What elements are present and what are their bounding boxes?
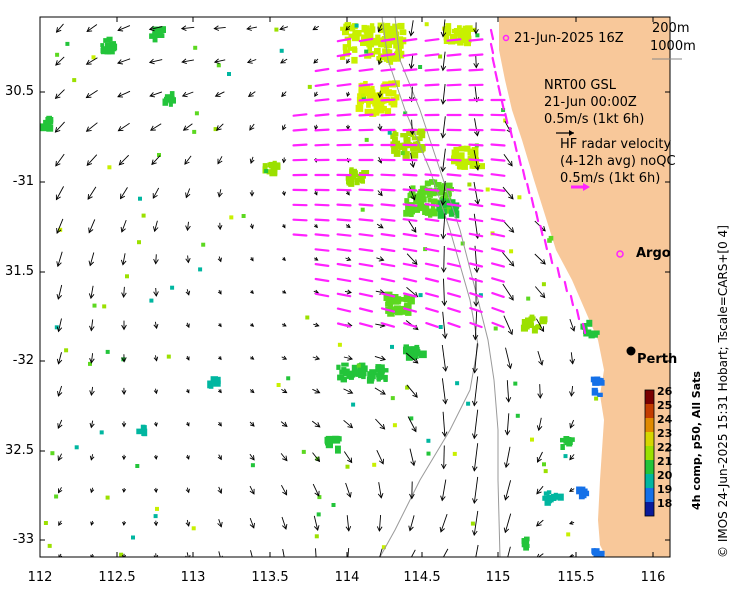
colorbar-tick: 22 [657, 441, 673, 454]
axis-tick-marks [39, 17, 670, 557]
perth-city-icon [626, 346, 636, 356]
hf-radar-arrows [292, 28, 587, 335]
colorbar-tick: 19 [657, 483, 673, 496]
sst-colorbar [644, 389, 655, 517]
plot-frame [39, 16, 671, 558]
colorbar-tick: 20 [657, 469, 673, 482]
timestamp-marker-icon [502, 34, 510, 42]
credit-label: © IMOS 24-Jun-2025 15:31 Hobart; Tscale=… [716, 225, 730, 558]
isobath-200m [394, 17, 501, 557]
radar-scale-arrowhead [583, 183, 590, 191]
x-tick-label: 113.5 [251, 570, 289, 585]
model-time: 21-Jun 00:00Z [544, 95, 637, 110]
isobath-1000m [379, 17, 479, 557]
model-scale-label: 0.5m/s (1kt 6h) [544, 112, 645, 127]
colorbar-tick: 24 [657, 413, 673, 426]
colorbar-tick: 21 [657, 455, 673, 468]
x-tick-label: 112 [27, 570, 53, 585]
y-tick-label: -32 [12, 353, 34, 368]
colorbar-tick: 26 [657, 385, 673, 398]
x-tick-label: 114.5 [403, 570, 441, 585]
isobath-1000m-label: 1000m [650, 39, 696, 54]
radar-scale-label: 0.5m/s (1kt 6h) [560, 171, 661, 186]
colorbar-tick: 23 [657, 427, 673, 440]
isobath-200m-label: 200m [652, 21, 690, 36]
model-scale-arrowhead [569, 130, 574, 136]
x-tick-label: 115.5 [557, 570, 595, 585]
x-tick-label: 112.5 [98, 570, 136, 585]
colorbar-tick: 25 [657, 399, 673, 412]
colorbar-label: 4h comp, p50, All Sats [690, 371, 703, 510]
timestamp-label: 21-Jun-2025 16Z [514, 31, 624, 46]
x-tick-label: 115 [485, 570, 511, 585]
perth-label: Perth [637, 352, 678, 367]
x-tick-label: 116 [640, 570, 666, 585]
y-tick-label: -31 [12, 174, 34, 189]
colorbar-tick: 18 [657, 497, 673, 510]
argo-label: Argo [636, 246, 671, 261]
x-tick-label: 114 [334, 570, 360, 585]
land-mass [499, 17, 670, 557]
x-tick-label: 113 [180, 570, 206, 585]
radar-title: HF radar velocity [560, 137, 672, 152]
y-tick-label: -33 [12, 532, 34, 547]
y-tick-label: 32.5 [5, 443, 34, 458]
model-title: NRT00 GSL [544, 78, 616, 93]
y-tick-label: 30.5 [5, 84, 34, 99]
y-tick-label: 31.5 [5, 264, 34, 279]
radar-avg-label: (4-12h avg) noQC [560, 154, 676, 169]
argo-float-icon [616, 250, 624, 258]
